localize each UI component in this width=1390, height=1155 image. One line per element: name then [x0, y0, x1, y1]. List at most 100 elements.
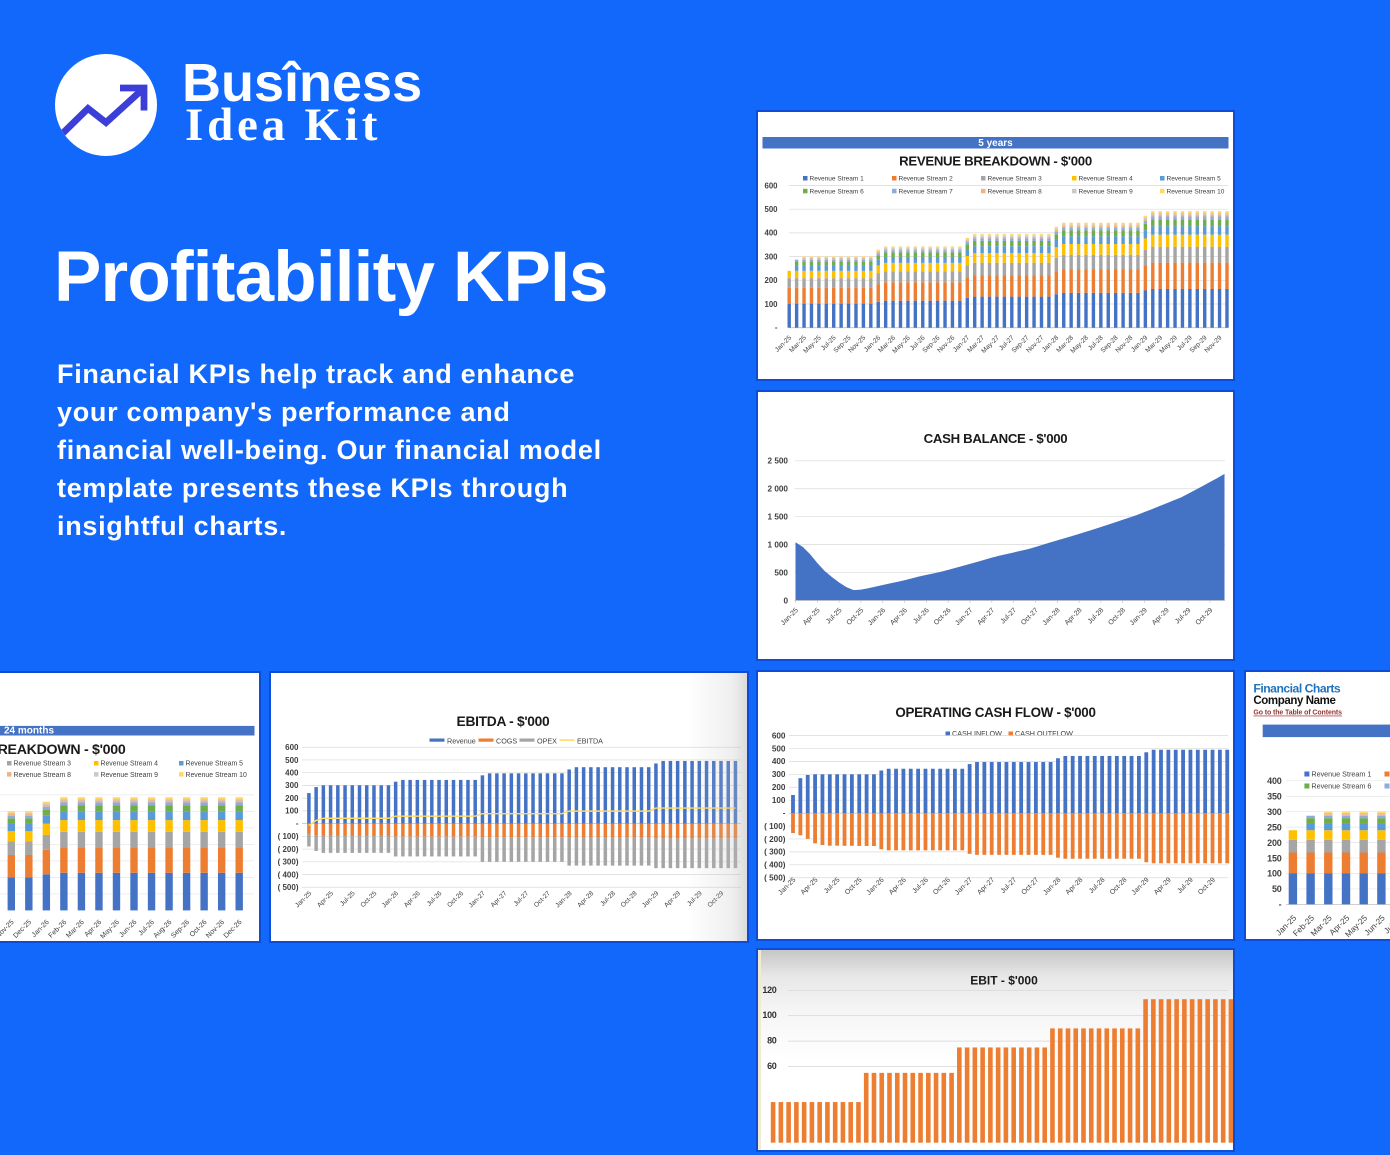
svg-text:Aug-26: Aug-26: [153, 919, 174, 940]
svg-text:( 300): ( 300): [764, 848, 786, 857]
svg-text:Jul-28: Jul-28: [599, 890, 617, 908]
svg-text:( 200): ( 200): [278, 845, 299, 854]
svg-text:Jan-28: Jan-28: [554, 890, 573, 909]
svg-text:Apr-26: Apr-26: [888, 876, 908, 896]
svg-text:400: 400: [1267, 776, 1282, 786]
svg-text:1 000: 1 000: [768, 540, 789, 549]
svg-text:Jan-27: Jan-27: [954, 607, 974, 627]
svg-text:Revenue Stream 9: Revenue Stream 9: [101, 772, 159, 779]
svg-text:Apr-25: Apr-25: [802, 607, 822, 627]
svg-text:Jan-29: Jan-29: [1131, 876, 1151, 896]
svg-text:500: 500: [285, 756, 299, 765]
svg-text:Oct-29: Oct-29: [1197, 876, 1217, 896]
svg-text:-: -: [296, 819, 299, 828]
svg-text:Revenue Stream 1: Revenue Stream 1: [810, 176, 865, 183]
svg-text:CASH OUTFLOW: CASH OUTFLOW: [1015, 729, 1073, 738]
svg-text:Apr-28: Apr-28: [576, 890, 595, 909]
svg-text:Oct-27: Oct-27: [1020, 876, 1040, 896]
svg-text:( 500): ( 500): [764, 874, 786, 883]
svg-text:Jul-27: Jul-27: [513, 890, 531, 908]
svg-text:Nov-26: Nov-26: [205, 919, 226, 940]
svg-text:Nov-29: Nov-29: [1203, 334, 1223, 354]
svg-text:Sep-26: Sep-26: [170, 919, 191, 940]
svg-text:Revenue Stream 5: Revenue Stream 5: [186, 761, 244, 768]
svg-text:Jan-28: Jan-28: [1042, 607, 1062, 627]
svg-text:Oct-28: Oct-28: [1107, 607, 1127, 627]
svg-text:( 200): ( 200): [764, 835, 786, 844]
svg-text:( 300): ( 300): [278, 858, 299, 867]
svg-text:Jan-26: Jan-26: [381, 890, 400, 909]
svg-text:200: 200: [1267, 838, 1282, 848]
svg-text:Jul-26: Jul-26: [911, 876, 930, 895]
svg-text:Oct-28: Oct-28: [620, 890, 639, 909]
svg-text:600: 600: [772, 731, 786, 740]
svg-text:500: 500: [772, 744, 786, 753]
svg-text:Jul-27: Jul-27: [1000, 876, 1019, 895]
svg-text:400: 400: [764, 229, 778, 238]
svg-text:Jan-25: Jan-25: [780, 607, 800, 627]
svg-text:-: -: [775, 323, 778, 332]
svg-text:Jul-27: Jul-27: [1000, 607, 1019, 626]
svg-text:100: 100: [762, 1010, 776, 1020]
svg-text:50: 50: [1272, 884, 1282, 894]
svg-text:Jan-27: Jan-27: [468, 890, 487, 909]
svg-text:Oct-26: Oct-26: [932, 876, 952, 896]
svg-text:Revenue Stream 5: Revenue Stream 5: [1167, 176, 1222, 183]
svg-text:120: 120: [762, 985, 776, 995]
svg-text:Jul-26: Jul-26: [426, 890, 444, 908]
svg-text:( 400): ( 400): [764, 861, 786, 870]
svg-text:Jun-25: Jun-25: [1363, 913, 1387, 937]
svg-text:Revenue Stream 9: Revenue Stream 9: [1079, 189, 1134, 196]
svg-text:EBITDA - $'000: EBITDA - $'000: [457, 714, 551, 729]
svg-text:5 years: 5 years: [978, 138, 1013, 149]
svg-text:Revenue Stream 6: Revenue Stream 6: [1311, 782, 1371, 791]
svg-text:600: 600: [285, 743, 299, 752]
svg-text:Oct-25: Oct-25: [846, 607, 866, 627]
svg-text:Jan-26: Jan-26: [867, 607, 887, 627]
svg-text:Jul-29: Jul-29: [1176, 876, 1195, 895]
svg-text:400: 400: [285, 768, 299, 777]
svg-text:Oct-25: Oct-25: [844, 876, 864, 896]
svg-text:Revenue: Revenue: [447, 736, 476, 745]
svg-text:Jul-25: Jul-25: [1382, 913, 1390, 935]
svg-text:300: 300: [772, 770, 786, 779]
svg-text:Jul-25: Jul-25: [823, 876, 842, 895]
svg-text:Jul-26: Jul-26: [912, 607, 931, 626]
svg-text:( 400): ( 400): [278, 870, 299, 879]
svg-text:REVENUE BREAKDOWN - $'000: REVENUE BREAKDOWN - $'000: [899, 154, 1092, 169]
svg-text:100: 100: [1267, 869, 1282, 879]
svg-text:Jul-25: Jul-25: [339, 890, 357, 908]
svg-text:Apr-28: Apr-28: [1065, 876, 1085, 896]
svg-text:Go to the Table of Contents: Go to the Table of Contents: [1253, 710, 1342, 717]
svg-text:EBIT - $'000: EBIT - $'000: [970, 974, 1038, 988]
svg-text:0: 0: [783, 596, 788, 605]
svg-text:Revenue Stream 10: Revenue Stream 10: [1167, 189, 1225, 196]
svg-text:EBITDA: EBITDA: [577, 736, 603, 745]
svg-text:Oct-27: Oct-27: [1020, 607, 1040, 627]
svg-text:Apr-29: Apr-29: [663, 890, 682, 909]
svg-text:Apr-26: Apr-26: [889, 607, 909, 627]
svg-text:300: 300: [764, 252, 778, 261]
svg-text:600: 600: [764, 181, 778, 190]
svg-text:Apr-27: Apr-27: [976, 876, 996, 896]
svg-text:Oct-27: Oct-27: [533, 890, 552, 909]
svg-text:200: 200: [772, 783, 786, 792]
svg-text:Oct-29: Oct-29: [1195, 607, 1215, 627]
svg-text:Jun-26: Jun-26: [118, 919, 138, 939]
svg-text:Jan-25: Jan-25: [294, 890, 313, 909]
svg-text:Revenue Stream 4: Revenue Stream 4: [101, 761, 159, 768]
svg-text:Jul-25: Jul-25: [825, 607, 844, 626]
svg-text:100: 100: [285, 807, 299, 816]
svg-text:CASH INFLOW: CASH INFLOW: [952, 729, 1002, 738]
svg-text:Oct-26: Oct-26: [933, 607, 953, 627]
svg-text:250: 250: [1267, 822, 1282, 832]
svg-text:150: 150: [1267, 853, 1282, 863]
svg-text:Mar-26: Mar-26: [65, 919, 86, 940]
svg-text:Financial Charts: Financial Charts: [1253, 682, 1341, 696]
svg-text:Jul-29: Jul-29: [1174, 607, 1193, 626]
svg-text:Dec-25: Dec-25: [12, 919, 33, 940]
svg-text:Feb-26: Feb-26: [48, 919, 69, 940]
svg-text:Jan-27: Jan-27: [954, 876, 974, 896]
svg-text:Jan-26: Jan-26: [866, 876, 886, 896]
svg-text:Oct-26: Oct-26: [446, 890, 465, 909]
